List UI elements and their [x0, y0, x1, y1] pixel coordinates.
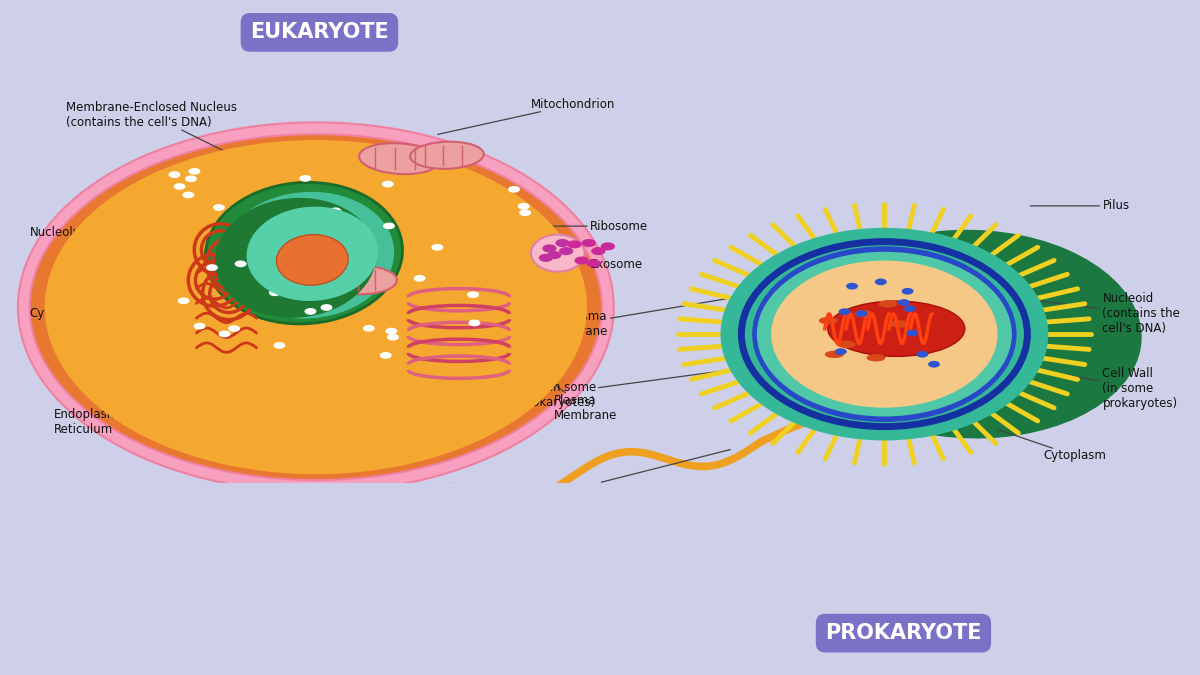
Circle shape — [587, 259, 601, 267]
Circle shape — [856, 310, 868, 317]
Ellipse shape — [802, 230, 1141, 439]
Circle shape — [382, 181, 394, 188]
Text: Cell Wall
(in some
prokaryotes): Cell Wall (in some prokaryotes) — [1030, 367, 1177, 410]
Circle shape — [582, 239, 596, 247]
Ellipse shape — [215, 198, 377, 318]
Circle shape — [330, 207, 341, 214]
Text: Flagellum: Flagellum — [544, 450, 731, 496]
Circle shape — [904, 305, 916, 312]
Circle shape — [385, 328, 397, 335]
Circle shape — [265, 255, 277, 262]
Circle shape — [901, 288, 913, 294]
Text: EUKARYOTE: EUKARYOTE — [250, 22, 389, 43]
Circle shape — [520, 209, 532, 216]
Ellipse shape — [828, 301, 965, 356]
Text: Exosome: Exosome — [560, 254, 643, 271]
Text: Plasma
Membrane: Plasma Membrane — [535, 369, 618, 423]
Circle shape — [274, 342, 286, 349]
Ellipse shape — [878, 300, 898, 307]
Circle shape — [575, 256, 589, 265]
Ellipse shape — [824, 351, 844, 358]
Circle shape — [188, 168, 200, 175]
Circle shape — [206, 264, 218, 271]
Circle shape — [928, 361, 940, 368]
Ellipse shape — [221, 192, 394, 319]
Circle shape — [299, 175, 311, 182]
Circle shape — [539, 254, 553, 262]
Ellipse shape — [44, 140, 587, 474]
Circle shape — [592, 247, 606, 255]
Circle shape — [320, 304, 332, 311]
Circle shape — [235, 261, 246, 267]
Bar — [0, 483, 1200, 675]
Circle shape — [305, 308, 317, 315]
Circle shape — [212, 204, 224, 211]
Text: PROKARYOTE: PROKARYOTE — [826, 623, 982, 643]
Ellipse shape — [890, 320, 910, 328]
Text: Ribosome: Ribosome — [545, 219, 648, 233]
Ellipse shape — [410, 142, 484, 169]
Ellipse shape — [325, 266, 397, 294]
Circle shape — [542, 244, 557, 252]
Text: Plasma
Membrane: Plasma Membrane — [545, 294, 754, 338]
Circle shape — [556, 239, 570, 247]
Circle shape — [601, 242, 616, 250]
Text: Pilus: Pilus — [1030, 199, 1129, 213]
Circle shape — [193, 323, 205, 329]
Circle shape — [568, 240, 582, 248]
Text: Nucleolus: Nucleolus — [30, 226, 194, 240]
Circle shape — [174, 183, 186, 190]
Ellipse shape — [359, 143, 439, 174]
Text: Membrane-Enclosed Nucleus
(contains the cell's DNA): Membrane-Enclosed Nucleus (contains the … — [66, 101, 277, 178]
Circle shape — [835, 348, 847, 355]
Circle shape — [547, 251, 562, 259]
Ellipse shape — [866, 354, 886, 362]
Ellipse shape — [246, 207, 378, 301]
Text: Nucleoid
(contains the
cell's DNA): Nucleoid (contains the cell's DNA) — [1037, 292, 1181, 335]
Circle shape — [468, 319, 480, 326]
Circle shape — [257, 232, 269, 238]
Circle shape — [274, 259, 286, 265]
Circle shape — [276, 259, 288, 266]
Circle shape — [846, 283, 858, 290]
Ellipse shape — [720, 228, 1049, 441]
Circle shape — [467, 292, 479, 298]
Circle shape — [559, 247, 574, 255]
Circle shape — [906, 329, 918, 336]
Circle shape — [178, 298, 190, 304]
Circle shape — [898, 299, 910, 306]
Ellipse shape — [836, 341, 856, 348]
Circle shape — [383, 223, 395, 230]
Circle shape — [414, 275, 426, 281]
Text: Capsule (in some
prokaryotes): Capsule (in some prokaryotes) — [493, 369, 742, 409]
Ellipse shape — [757, 252, 1012, 416]
Circle shape — [218, 331, 230, 338]
Text: Endoplasmic
Reticulum: Endoplasmic Reticulum — [54, 396, 206, 436]
Circle shape — [379, 352, 391, 359]
Circle shape — [185, 176, 197, 182]
Circle shape — [168, 171, 180, 178]
Ellipse shape — [24, 128, 608, 486]
Circle shape — [508, 186, 520, 193]
Text: Mitochondrion: Mitochondrion — [438, 98, 614, 134]
Ellipse shape — [530, 235, 584, 272]
Circle shape — [269, 290, 281, 296]
Circle shape — [917, 351, 929, 358]
Ellipse shape — [205, 182, 402, 324]
Text: Cytoplasm: Cytoplasm — [30, 307, 134, 321]
Circle shape — [431, 244, 443, 250]
Circle shape — [875, 279, 887, 286]
Circle shape — [362, 325, 374, 331]
Circle shape — [386, 334, 398, 341]
Circle shape — [228, 325, 240, 332]
Circle shape — [182, 192, 194, 198]
Circle shape — [839, 308, 851, 315]
Ellipse shape — [854, 310, 874, 318]
Ellipse shape — [772, 261, 997, 408]
Ellipse shape — [276, 235, 348, 285]
Circle shape — [517, 203, 529, 210]
Ellipse shape — [818, 317, 838, 325]
Text: Cytoplasm: Cytoplasm — [998, 429, 1105, 462]
